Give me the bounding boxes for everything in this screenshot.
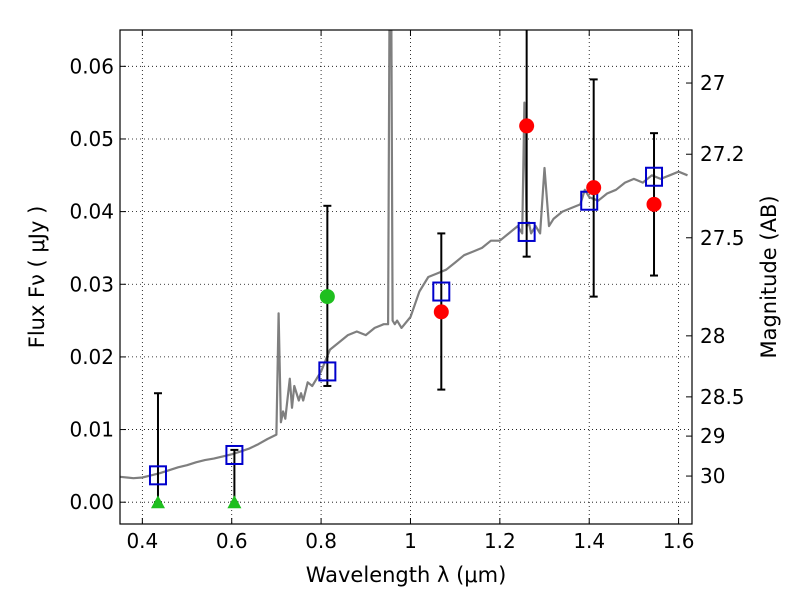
- observed-point-red: [586, 180, 602, 196]
- x-tick-label: 1.2: [484, 529, 516, 553]
- right-tick-label: 30: [700, 464, 725, 488]
- plot-area: [120, 30, 688, 509]
- model-point-square: [148, 465, 167, 486]
- y-axis-label: Flux Fν ( μJy ): [25, 206, 49, 349]
- y-tick-label: 0.01: [69, 418, 114, 442]
- observed-point-red: [433, 304, 449, 320]
- x-tick-label: 0.6: [216, 529, 248, 553]
- x-tick-label: 0.4: [126, 529, 158, 553]
- y-tick-label: 0.06: [69, 54, 114, 78]
- y-tick-label: 0.00: [69, 490, 114, 514]
- right-tick-label: 27.2: [700, 142, 745, 166]
- observed-point-red: [519, 118, 535, 134]
- right-tick-label: 27: [700, 71, 725, 95]
- right-tick-label: 28.5: [700, 385, 745, 409]
- observed-point-green: [319, 289, 335, 305]
- grid-lines: [120, 30, 692, 524]
- model-point-square: [432, 281, 451, 302]
- model-point-square: [225, 444, 244, 465]
- model-point-square: [318, 361, 337, 382]
- right-tick-label: 28: [700, 324, 725, 348]
- right-tick-label: 27.5: [700, 226, 745, 250]
- plot-frame: [119, 29, 693, 525]
- y-tick-label: 0.02: [69, 345, 114, 369]
- x-tick-label: 0.8: [305, 529, 337, 553]
- x-tick-label: 1.4: [573, 529, 605, 553]
- observed-point-red: [646, 196, 662, 212]
- right-tick-label: 29: [700, 424, 725, 448]
- y-tick-label: 0.04: [69, 200, 114, 224]
- x-tick-label: 1.6: [663, 529, 695, 553]
- x-axis-label: Wavelength λ (μm): [306, 563, 507, 587]
- y-tick-label: 0.03: [69, 272, 114, 296]
- upper-limit-triangle: [150, 495, 165, 509]
- right-axis-label: Magnitude (AB): [757, 195, 781, 358]
- axes: 0.4 0.6 0.8 1 1.2 1.4 1.6 0.00 0.01 0.02 0.03 0.04 0…: [69, 30, 745, 553]
- upper-limit-triangle: [227, 495, 242, 509]
- y-tick-label: 0.05: [69, 127, 114, 151]
- x-tick-label: 1: [404, 529, 417, 553]
- spectrum-line: [120, 30, 688, 480]
- model-point-square: [517, 221, 536, 242]
- model-point-square: [645, 166, 664, 187]
